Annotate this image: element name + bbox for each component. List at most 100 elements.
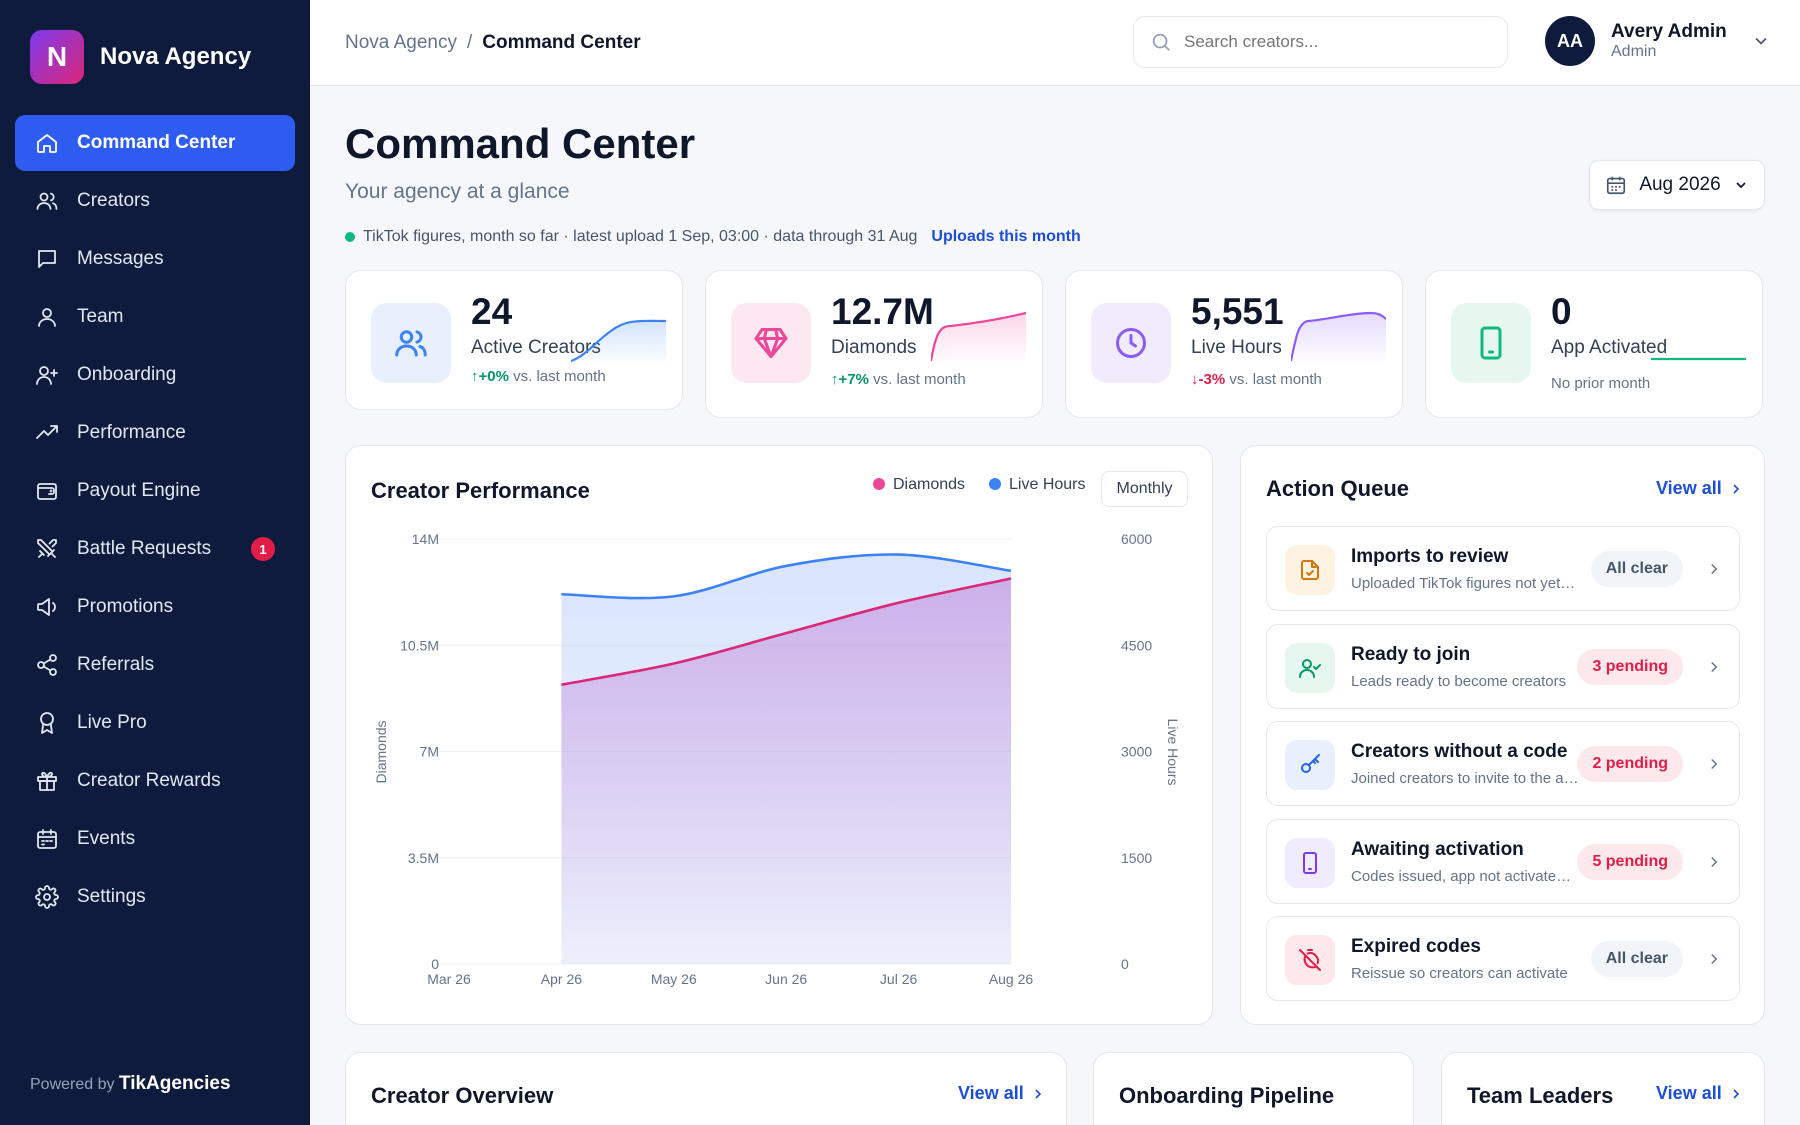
action-queue-card: Action Queue View all Imports to review U…: [1240, 445, 1765, 1025]
status-badge: All clear: [1590, 941, 1683, 977]
stat-delta-suffix: vs. last month: [873, 371, 966, 388]
y-left-tick-label: 14M: [412, 531, 439, 547]
action-description: Codes issued, app not activated yet: [1351, 867, 1579, 885]
stat-value: 5,551: [1191, 291, 1284, 332]
action-item-awaiting-activation[interactable]: Awaiting activation Codes issued, app not…: [1266, 818, 1740, 904]
sidebar-item-label: Performance: [77, 422, 186, 443]
period-select[interactable]: Monthly: [1101, 471, 1188, 507]
clock-icon: [1116, 328, 1146, 358]
chevron-right-icon: [1733, 483, 1739, 494]
stat-icon-box: [1091, 303, 1171, 383]
chevron-right-icon: [1733, 1088, 1739, 1099]
breadcrumb: Nova Agency / Command Center: [345, 32, 641, 54]
creator-overview-view-all[interactable]: View all: [958, 1083, 1046, 1104]
sparkline: [931, 311, 1026, 366]
action-title: Awaiting activation: [1351, 838, 1524, 860]
stat-label: Live Hours: [1191, 337, 1282, 358]
chevron-down-icon: [1736, 182, 1746, 189]
legend-live-hours[interactable]: Live Hours: [989, 476, 1086, 494]
action-item-expired-codes[interactable]: Expired codes Reissue so creators can act…: [1266, 916, 1740, 1001]
stat-delta-value: ↑+7%: [831, 371, 869, 388]
x-tick-label: Jul 26: [880, 971, 918, 987]
team-icon: [38, 308, 56, 327]
status-badge: 3 pending: [1577, 648, 1683, 685]
key-icon: [1301, 754, 1320, 773]
sidebar-item-team[interactable]: Team: [15, 289, 295, 345]
brand-logo: N: [30, 30, 84, 84]
sidebar-item-onboarding[interactable]: Onboarding: [15, 347, 295, 403]
sparkline-area: [931, 313, 1026, 366]
stat-icon-box: [731, 303, 811, 383]
stat-delta-value: ↑+0%: [471, 368, 509, 385]
stat-value: 0: [1551, 291, 1572, 332]
stat-delta-suffix: vs. last month: [513, 368, 606, 385]
action-icon-box: [1285, 935, 1335, 985]
sidebar-item-command-center[interactable]: Command Center: [15, 115, 295, 171]
sidebar-item-live-pro[interactable]: Live Pro: [15, 695, 295, 751]
breadcrumb-root[interactable]: Nova Agency: [345, 32, 457, 53]
action-description: Reissue so creators can activate: [1351, 965, 1568, 982]
sidebar-item-referrals[interactable]: Referrals: [15, 637, 295, 693]
sidebar-item-payout-engine[interactable]: Payout Engine: [15, 463, 295, 519]
stat-icon-box: [371, 303, 451, 383]
sidebar-item-label: Payout Engine: [77, 480, 201, 501]
stat-card-active-creators[interactable]: 24 Active Creators ↑+0% vs. last month: [345, 270, 683, 410]
sidebar-nav: Command Center Creators Messages Team Onboar…: [15, 115, 295, 927]
timer-off-icon: [1299, 949, 1321, 971]
chevron-down-icon[interactable]: [1751, 31, 1771, 51]
performance-chart: 0 3.5M 7M 10.5M 14M 0 1500 3000 4500 6000 Mar 26 Ap…: [373, 531, 1181, 987]
team-leaders-view-all[interactable]: View all: [1656, 1083, 1744, 1104]
stat-card-app-activated[interactable]: 0 App Activated No prior month: [1425, 270, 1763, 418]
chevron-right-icon: [1711, 758, 1718, 770]
action-item-creators-without-a-code[interactable]: Creators without a code Joined creators t…: [1266, 721, 1740, 806]
stat-label: Diamonds: [831, 337, 917, 358]
gear-icon: [35, 885, 59, 909]
sidebar-item-label: Messages: [77, 248, 164, 269]
chart-legend: Diamonds Live Hours: [873, 476, 1086, 494]
series-area-diamonds: [561, 578, 1011, 964]
avatar[interactable]: AA: [1545, 16, 1595, 66]
phone-icon: [1480, 326, 1502, 360]
y-right-tick-label: 0: [1121, 956, 1129, 972]
sidebar-item-performance[interactable]: Performance: [15, 405, 295, 461]
legend-diamonds[interactable]: Diamonds: [873, 476, 965, 494]
sparkline-area: [571, 320, 666, 366]
arrow-down-icon: ↓: [1191, 371, 1199, 388]
sidebar-item-creator-rewards[interactable]: Creator Rewards: [15, 753, 295, 809]
x-tick-label: Jun 26: [765, 971, 807, 987]
action-queue-view-all[interactable]: View all: [1656, 478, 1744, 499]
powered-brand[interactable]: TikAgencies: [118, 1073, 231, 1094]
stat-delta-suffix: vs. last month: [1229, 371, 1322, 388]
page-title: Command Center: [345, 120, 696, 167]
search-box[interactable]: [1133, 16, 1508, 68]
stat-card-diamonds[interactable]: 12.7M Diamonds ↑+7% vs. last month: [705, 270, 1043, 418]
sidebar-item-creators[interactable]: Creators: [15, 173, 295, 229]
chevron-right-icon: [1711, 661, 1718, 672]
sidebar-item-battle-requests[interactable]: Battle Requests 1: [15, 521, 295, 577]
diamond-icon: [754, 328, 788, 358]
sidebar-item-settings[interactable]: Settings: [15, 869, 295, 925]
status-badge: All clear: [1590, 551, 1683, 587]
action-icon-box: [1285, 642, 1335, 693]
user-menu[interactable]: AA Avery Admin Admin: [1545, 16, 1771, 66]
uploads-link[interactable]: Uploads this month: [931, 228, 1081, 245]
wallet-icon: [37, 483, 57, 500]
brand[interactable]: N Nova Agency: [30, 30, 251, 84]
stat-card-live-hours[interactable]: 5,551 Live Hours ↓-3% vs. last month: [1065, 270, 1403, 418]
swords-icon: [37, 539, 57, 558]
action-item-ready-to-join[interactable]: Ready to join Leads ready to become creat…: [1266, 623, 1740, 709]
action-item-imports-to-review[interactable]: Imports to review Uploaded TikTok figures…: [1266, 526, 1740, 611]
notification-badge: 1: [251, 537, 275, 561]
month-picker[interactable]: Aug 2026: [1589, 160, 1765, 210]
sparkline-area: [1291, 313, 1386, 366]
sidebar-item-promotions[interactable]: Promotions: [15, 579, 295, 635]
search-input[interactable]: [1184, 32, 1484, 52]
user-name: Avery Admin: [1611, 21, 1727, 42]
chevron-right-icon: [1711, 563, 1718, 575]
sidebar-item-messages[interactable]: Messages: [15, 231, 295, 287]
award-icon: [40, 712, 54, 734]
chevron-right-icon: [1711, 856, 1718, 867]
sidebar-item-events[interactable]: Events: [15, 811, 295, 867]
x-tick-label: Aug 26: [989, 971, 1034, 987]
stat-delta-number: +0%: [478, 368, 509, 385]
